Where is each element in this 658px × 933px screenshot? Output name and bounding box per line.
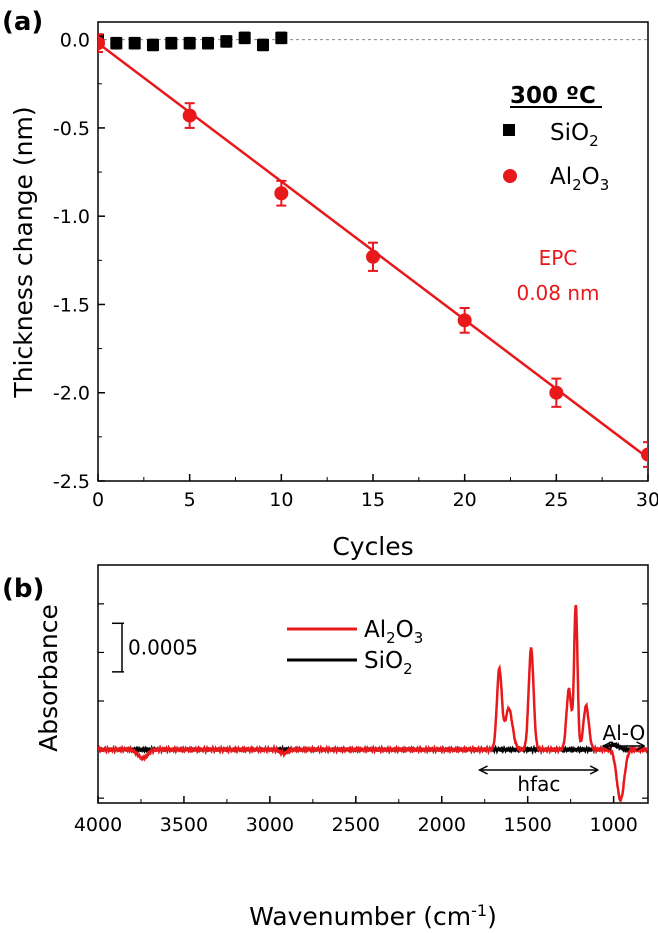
- panel-b-annotations: hfac Al-O: [477, 721, 646, 796]
- data-point-al2o3: [641, 447, 648, 462]
- data-point-sio2: [220, 35, 233, 48]
- data-point-sio2: [275, 31, 288, 44]
- al2o3-spectrum-line: [98, 604, 648, 803]
- data-point-al2o3: [366, 249, 380, 264]
- data-point-sio2: [128, 37, 141, 50]
- data-point-al2o3: [549, 385, 564, 400]
- x-tick-label-a: 0: [92, 489, 104, 511]
- y-axis-title-a: Thickness change (nm): [9, 106, 38, 398]
- scale-bar-label: 0.0005: [128, 636, 198, 660]
- data-point-sio2: [165, 37, 178, 50]
- data-point-al2o3: [274, 186, 289, 201]
- legend-title: 300 ºC: [510, 83, 596, 109]
- arrowhead-right-hfac: [589, 765, 599, 775]
- legend-label-sio2: SiO2: [550, 120, 599, 150]
- panel-a: (a) 0 5 10 15 20 25 300.0-0.5-1.0-1.5-2.0-2.5 …: [2, 7, 658, 561]
- epc-annotation-line1: EPC: [539, 246, 578, 270]
- x-tick-label-a: 20: [453, 489, 477, 511]
- legend-a: 300 ºC SiO2 Al2O3: [503, 83, 609, 194]
- data-point-sio2: [257, 38, 269, 51]
- y-tick-label-a: -2.5: [53, 471, 90, 493]
- panel-b: (b) 4000 3500 3000 2500 2000 1500 1000 Wavenum…: [2, 564, 649, 931]
- x-tick-label-a: 30: [636, 489, 658, 511]
- panel-b-label: (b): [2, 574, 44, 604]
- x-tick-label-a: 25: [544, 489, 568, 511]
- y-tick-label-a: 0.0: [60, 30, 90, 52]
- data-point-sio2: [238, 31, 251, 44]
- x-axis-title-b: Wavenumber (cm-1): [249, 901, 497, 931]
- x-tick-label-b: 2000: [418, 814, 466, 836]
- panel-b-ticks: [97, 603, 648, 803]
- panel-b-frame: [97, 564, 649, 804]
- legend-marker-al2o3: [503, 169, 517, 183]
- arrowhead-left-alo: [601, 741, 612, 751]
- legend-label-sio2-b: SiO2: [364, 648, 413, 678]
- data-point-al2o3: [98, 36, 105, 51]
- x-tick-label-a: 15: [361, 489, 385, 511]
- legend-b: Al2O3 SiO2: [287, 617, 423, 678]
- panel-a-tick-labels: 0 5 10 15 20 25 30 0.0 -0.5 -1.0 -1.5 -2.0 -2.5: [53, 30, 658, 511]
- data-point-al2o3: [457, 313, 472, 328]
- panel-a-data-points: [98, 31, 648, 468]
- data-point-sio2: [202, 37, 214, 50]
- panel-a-label: (a): [2, 7, 43, 37]
- arrowhead-right-alo: [636, 741, 645, 751]
- data-point-sio2: [183, 37, 196, 50]
- data-point-sio2: [147, 38, 159, 51]
- y-tick-label-a: -2.0: [53, 383, 90, 405]
- x-tick-label-b: 1000: [589, 814, 637, 836]
- epc-annotation-line2: 0.08 nm: [516, 281, 599, 305]
- y-tick-label-a: -1.5: [53, 294, 90, 316]
- panel-b-tick-labels: 4000 3500 3000 2500 2000 1500 1000: [74, 814, 638, 836]
- legend-marker-sio2: [503, 124, 515, 136]
- y-axis-title-b: Absorbance: [34, 604, 63, 752]
- x-axis-title-a: Cycles: [332, 532, 413, 561]
- data-point-sio2: [110, 37, 123, 50]
- legend-label-al2o3-b: Al2O3: [364, 617, 423, 647]
- x-tick-label-b: 1500: [504, 814, 552, 836]
- y-tick-label-a: -0.5: [53, 118, 90, 140]
- range-label-hfac: hfac: [517, 772, 560, 796]
- legend-label-al2o3: Al2O3: [550, 164, 609, 194]
- absorbance-scale-bar: 0.0005: [112, 622, 198, 673]
- arrowhead-left-hfac: [477, 765, 488, 775]
- y-tick-label-a: -1.0: [53, 206, 90, 228]
- x-tick-label-b: 4000: [74, 814, 122, 836]
- data-point-al2o3: [182, 108, 197, 123]
- range-label-alo: Al-O: [603, 721, 646, 745]
- panel-a-ticks: [97, 38, 649, 482]
- x-tick-label-a: 5: [184, 489, 196, 511]
- x-tick-label-b: 2500: [332, 814, 380, 836]
- x-tick-label-b: 3500: [160, 814, 208, 836]
- x-tick-label-b: 3000: [246, 814, 294, 836]
- x-tick-label-a: 10: [269, 489, 293, 511]
